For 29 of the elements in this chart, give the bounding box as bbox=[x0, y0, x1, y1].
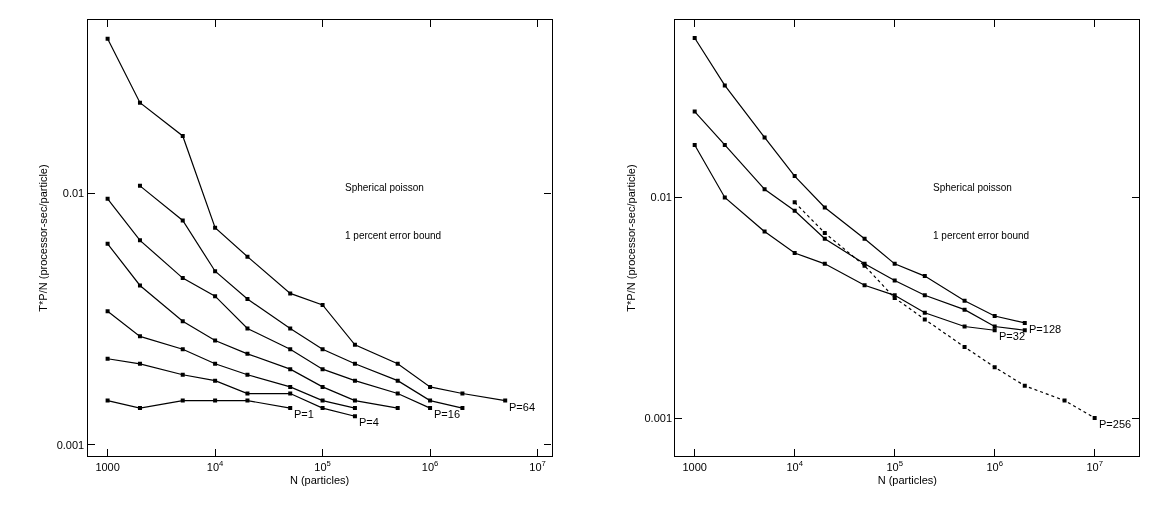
y-tick-label: 0.001 bbox=[56, 438, 85, 451]
x-tick-label: 1000 bbox=[682, 460, 707, 473]
y-axis-title: T*P/N (processor-sec/particle) bbox=[37, 164, 50, 312]
annotation: P=256 bbox=[1099, 418, 1132, 430]
annotation: P=32 bbox=[999, 330, 1025, 342]
annotation: P=128 bbox=[1029, 323, 1062, 335]
annotation: P=16 bbox=[434, 408, 460, 420]
y-tick-label: 0.001 bbox=[644, 411, 673, 424]
y-tick-label: 0.01 bbox=[650, 191, 673, 204]
x-axis-title: N (particles) bbox=[289, 473, 350, 486]
annotation: 1 percent error bound bbox=[933, 230, 1030, 241]
annotation: Spherical poisson bbox=[345, 182, 424, 193]
annotation: 1 percent error bound bbox=[345, 230, 442, 241]
y-axis-title: T*P/N (processor-sec/particle) bbox=[625, 164, 638, 312]
x-tick-label: 10$^{6}$ bbox=[421, 459, 439, 473]
annotation: Spherical poisson bbox=[933, 182, 1012, 193]
annotation: P=4 bbox=[359, 416, 379, 428]
x-axis-title: N (particles) bbox=[877, 473, 937, 486]
x-tick-label: 1000 bbox=[95, 460, 120, 473]
x-tick-label: 10$^{6}$ bbox=[986, 459, 1003, 473]
annotation: P=1 bbox=[294, 408, 314, 420]
x-tick-label: 10$^{4}$ bbox=[206, 459, 225, 473]
annotation: P=64 bbox=[509, 401, 535, 413]
x-tick-label: 10$^{4}$ bbox=[786, 459, 804, 473]
y-tick-label: 0.01 bbox=[62, 187, 85, 200]
x-tick-label: 10$^{5}$ bbox=[886, 459, 903, 473]
x-tick-label: 10$^{7}$ bbox=[529, 459, 546, 473]
x-tick-label: 10$^{5}$ bbox=[314, 459, 331, 473]
x-tick-label: 10$^{7}$ bbox=[1086, 459, 1103, 473]
